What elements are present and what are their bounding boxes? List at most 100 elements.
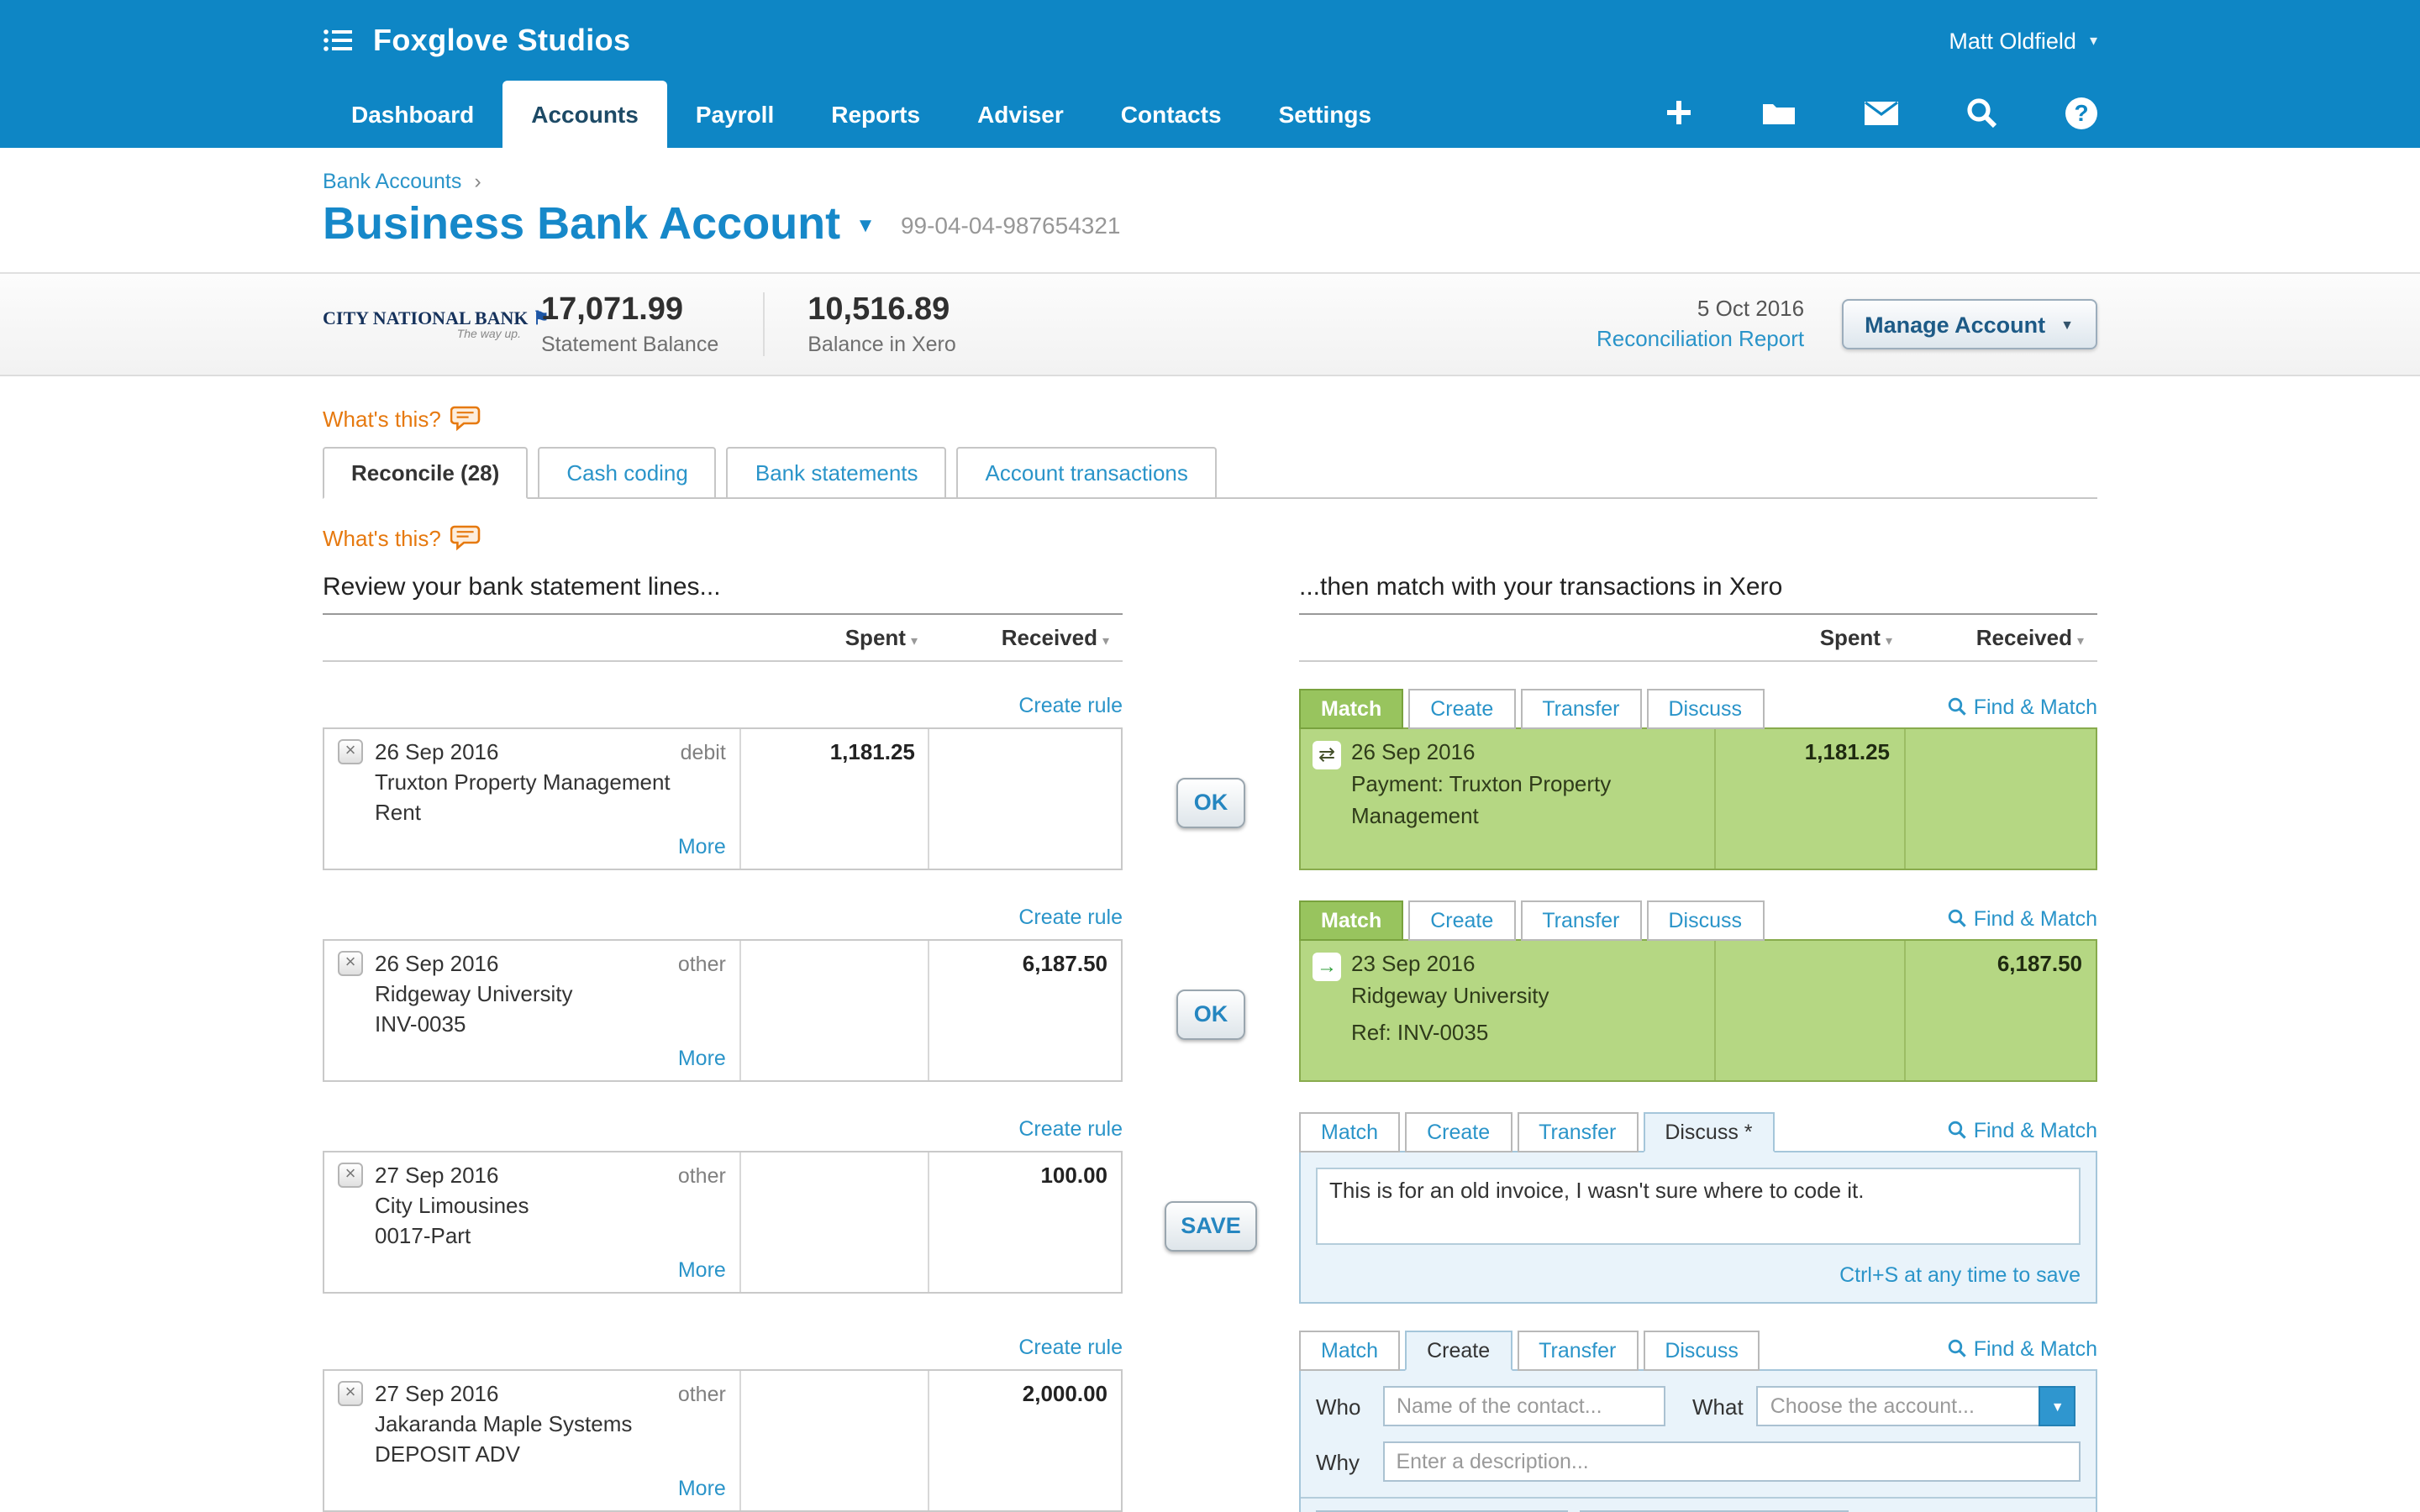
tab-transfer[interactable]: Transfer bbox=[1520, 689, 1642, 729]
tab-discuss[interactable]: Discuss * bbox=[1643, 1112, 1775, 1152]
tab-match[interactable]: Match bbox=[1299, 689, 1404, 729]
tab-create[interactable]: Create bbox=[1405, 1331, 1512, 1371]
org-name[interactable]: Foxglove Studios bbox=[373, 23, 631, 56]
received-column-header[interactable]: Received ▾ bbox=[1001, 625, 1109, 650]
description-input[interactable] bbox=[1382, 1441, 2081, 1482]
spent-amount bbox=[741, 941, 930, 1080]
dismiss-icon[interactable]: × bbox=[338, 739, 363, 764]
create-rule-link[interactable]: Create rule bbox=[1018, 1117, 1123, 1141]
xero-transactions-heading: ...then match with your transactions in … bbox=[1299, 573, 2097, 615]
tax-rate-select[interactable]: Tax Rate▾ bbox=[1580, 1510, 1849, 1512]
help-icon[interactable]: ? bbox=[2065, 97, 2097, 129]
matched-transaction[interactable]: → 23 Sep 2016 Ridgeway University Ref: I… bbox=[1299, 939, 2097, 1082]
chevron-right-icon: › bbox=[474, 170, 481, 193]
search-icon bbox=[1949, 697, 1967, 716]
tab-match[interactable]: Match bbox=[1299, 1112, 1401, 1152]
nav-settings[interactable]: Settings bbox=[1278, 101, 1372, 128]
files-icon[interactable] bbox=[1761, 98, 1797, 127]
dismiss-icon[interactable]: × bbox=[338, 951, 363, 976]
find-and-match-link[interactable]: Find & Match bbox=[1949, 1336, 2097, 1360]
tab-bank-statements[interactable]: Bank statements bbox=[726, 447, 947, 499]
search-icon[interactable] bbox=[1966, 97, 1998, 129]
discuss-note-input[interactable]: This is for an old invoice, I wasn't sur… bbox=[1316, 1168, 2081, 1245]
user-menu[interactable]: Matt Oldfield ▾ bbox=[1949, 28, 2097, 53]
find-and-match-link[interactable]: Find & Match bbox=[1949, 1118, 2097, 1142]
tab-create[interactable]: Create bbox=[1405, 1112, 1512, 1152]
bank-logo: CITY NATIONAL BANK ⚑ The way up. bbox=[323, 309, 550, 341]
create-rule-link[interactable]: Create rule bbox=[1018, 1336, 1123, 1359]
ok-button[interactable]: OK bbox=[1176, 989, 1245, 1039]
reconciliation-report-link[interactable]: Reconciliation Report bbox=[1596, 325, 1805, 350]
nav-accounts[interactable]: Accounts bbox=[502, 81, 667, 148]
tab-transfer[interactable]: Transfer bbox=[1520, 900, 1642, 941]
reconcile-row: Create rule × 26 Sep 2016 debit Truxton … bbox=[323, 689, 2097, 874]
whats-this-link[interactable]: What's this? bbox=[323, 405, 483, 432]
account-select-input[interactable] bbox=[1756, 1386, 2039, 1426]
add-icon[interactable] bbox=[1664, 97, 1694, 128]
sort-caret-icon: ▾ bbox=[2076, 633, 2084, 648]
statement-date: 5 Oct 2016 bbox=[1697, 295, 1805, 320]
save-button[interactable]: SAVE bbox=[1164, 1200, 1258, 1251]
spent-column-header[interactable]: Spent ▾ bbox=[844, 625, 918, 650]
tab-match[interactable]: Match bbox=[1299, 1331, 1401, 1371]
account-switcher-caret-icon[interactable]: ▼ bbox=[855, 213, 876, 236]
nav-adviser[interactable]: Adviser bbox=[977, 101, 1064, 128]
who-label: Who bbox=[1316, 1394, 1361, 1419]
nav-dashboard[interactable]: Dashboard bbox=[351, 101, 475, 128]
save-hint: Ctrl+S at any time to save bbox=[1839, 1263, 2081, 1287]
manage-account-button[interactable]: Manage Account ▼ bbox=[1841, 299, 2097, 349]
spent-amount: 1,181.25 bbox=[741, 729, 930, 869]
tab-transfer[interactable]: Transfer bbox=[1517, 1331, 1639, 1371]
ok-button[interactable]: OK bbox=[1176, 777, 1245, 827]
top-bar: Foxglove Studios Matt Oldfield ▾ bbox=[0, 0, 2420, 81]
mail-icon[interactable] bbox=[1864, 100, 1899, 125]
main-nav: Dashboard Accounts Payroll Reports Advis… bbox=[0, 81, 2420, 148]
more-link[interactable]: More bbox=[677, 835, 726, 858]
menu-icon[interactable] bbox=[323, 25, 353, 55]
tab-create[interactable]: Create bbox=[1408, 900, 1516, 941]
statement-lines-heading: Review your bank statement lines... bbox=[323, 573, 1123, 615]
whats-this-link[interactable]: What's this? bbox=[323, 524, 483, 551]
nav-payroll[interactable]: Payroll bbox=[695, 101, 775, 128]
spent-amount bbox=[741, 1371, 930, 1510]
statement-line: × 27 Sep 2016 other Jakaranda Maple Syst… bbox=[323, 1369, 1123, 1512]
create-rule-link[interactable]: Create rule bbox=[1018, 694, 1123, 717]
nav-contacts[interactable]: Contacts bbox=[1120, 101, 1222, 128]
tab-discuss[interactable]: Discuss bbox=[1643, 1331, 1760, 1371]
create-rule-link[interactable]: Create rule bbox=[1018, 906, 1123, 929]
more-link[interactable]: More bbox=[677, 1047, 726, 1070]
dismiss-icon[interactable]: × bbox=[338, 1163, 363, 1188]
matched-transaction[interactable]: ⇄ 26 Sep 2016 Payment: Truxton Property … bbox=[1299, 727, 2097, 870]
received-column-header[interactable]: Received ▾ bbox=[1975, 625, 2084, 650]
account-dropdown-button[interactable]: ▼ bbox=[2039, 1386, 2076, 1426]
xero-balance: 10,516.89 Balance in Xero bbox=[762, 292, 956, 356]
tab-discuss[interactable]: Discuss bbox=[1646, 900, 1764, 941]
tab-discuss[interactable]: Discuss bbox=[1646, 689, 1764, 729]
tab-reconcile[interactable]: Reconcile (28) bbox=[323, 447, 529, 499]
spent-column-header[interactable]: Spent ▾ bbox=[1819, 625, 1892, 650]
sort-caret-icon: ▾ bbox=[1885, 633, 1892, 648]
reconcile-row: Create rule × 27 Sep 2016 other Jakarand… bbox=[323, 1331, 2097, 1512]
tab-cash-coding[interactable]: Cash coding bbox=[538, 447, 717, 499]
account-summary: CITY NATIONAL BANK ⚑ The way up. 17,071.… bbox=[0, 272, 2420, 376]
received-amount bbox=[930, 729, 1121, 869]
contact-name-input[interactable] bbox=[1383, 1386, 1665, 1426]
more-link[interactable]: More bbox=[677, 1258, 726, 1282]
breadcrumb-bank-accounts[interactable]: Bank Accounts bbox=[323, 170, 462, 193]
dismiss-icon[interactable]: × bbox=[338, 1381, 363, 1406]
region-select[interactable]: Region▾ bbox=[1316, 1510, 1568, 1512]
tab-account-transactions[interactable]: Account transactions bbox=[956, 447, 1217, 499]
nav-reports[interactable]: Reports bbox=[831, 101, 921, 128]
tab-match[interactable]: Match bbox=[1299, 900, 1404, 941]
find-and-match-link[interactable]: Find & Match bbox=[1949, 906, 2097, 930]
discuss-panel: This is for an old invoice, I wasn't sur… bbox=[1299, 1151, 2097, 1304]
received-amount: 6,187.50 bbox=[1996, 951, 2083, 976]
caret-down-icon: ▾ bbox=[2089, 31, 2097, 48]
spent-amount bbox=[741, 1152, 930, 1292]
find-and-match-link[interactable]: Find & Match bbox=[1949, 695, 2097, 718]
tab-transfer[interactable]: Transfer bbox=[1517, 1112, 1639, 1152]
tab-create[interactable]: Create bbox=[1408, 689, 1516, 729]
reconcile-row: Create rule × 26 Sep 2016 other Ridgeway… bbox=[323, 900, 2097, 1085]
statement-line: × 27 Sep 2016 other City Limousines 0017… bbox=[323, 1151, 1123, 1294]
more-link[interactable]: More bbox=[677, 1477, 726, 1500]
